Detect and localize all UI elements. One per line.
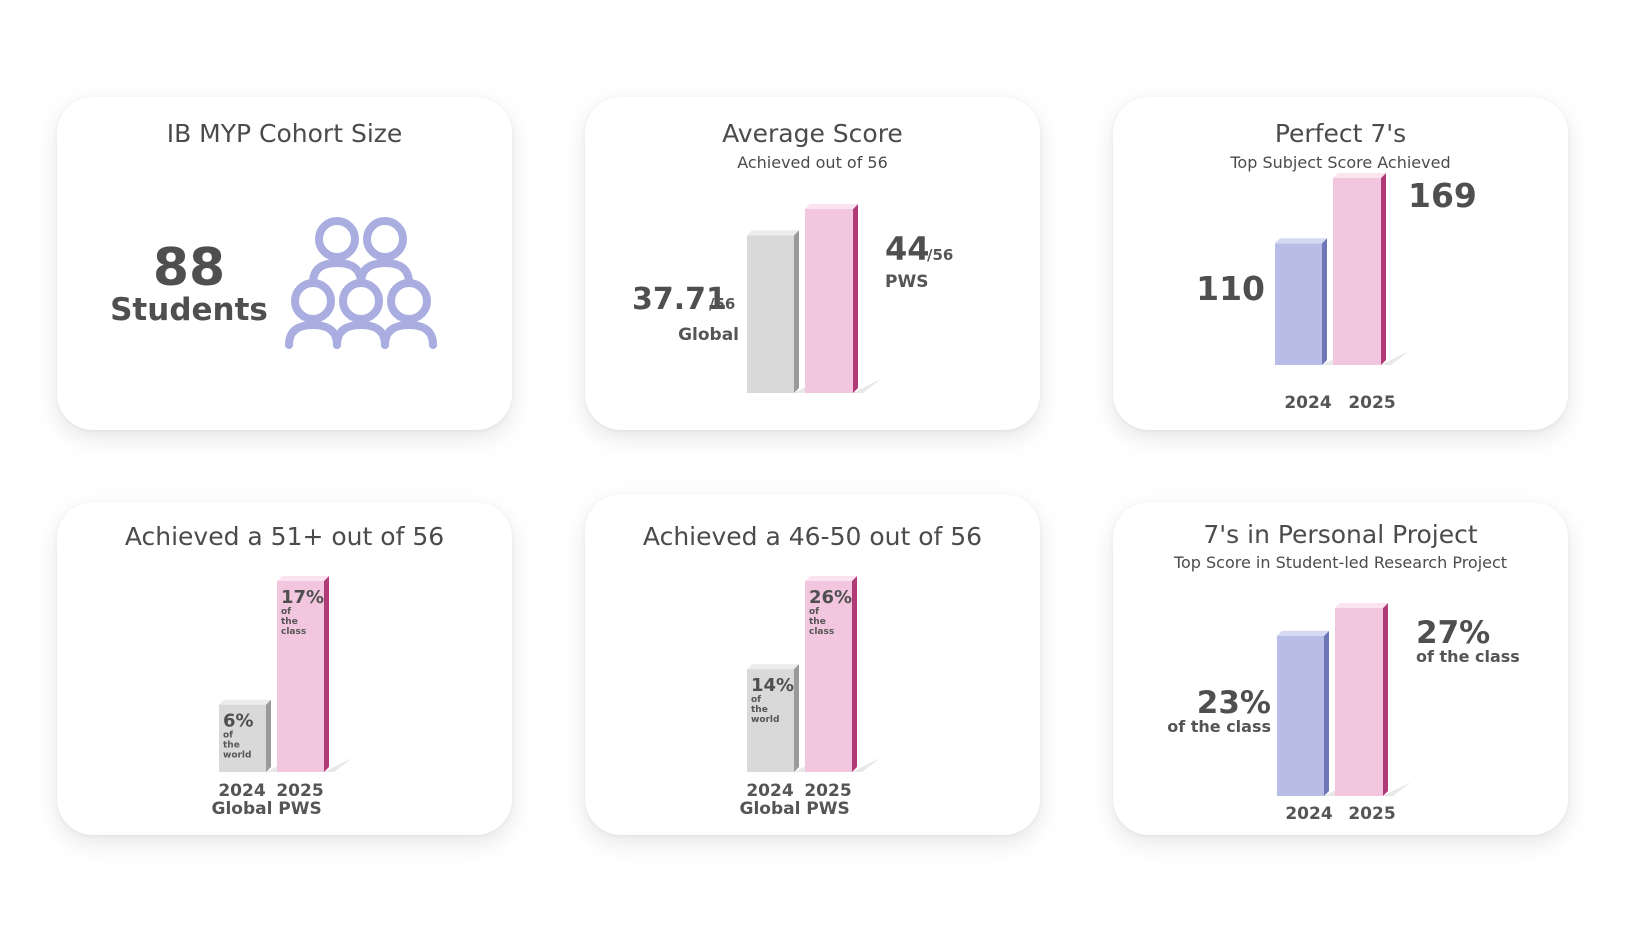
bar-value-2024: 14% [751,675,794,696]
bar-sublabel-2024: of [751,695,761,705]
achieved-51-chart: 6%oftheworld2024Global17%oftheclass2025P… [212,576,352,819]
bar-value-2025: 17% [281,587,324,608]
card-subtitle: Top Subject Score Achieved [1230,153,1451,172]
card-personal-project: 7's in Personal Project Top Score in Stu… [1113,502,1568,835]
category-label-2024: Global [212,799,273,819]
dot-icon [356,270,366,280]
card-title: Perfect 7's [1274,119,1407,148]
bar-2025 [1333,173,1409,365]
person-icon [357,217,413,287]
category-year-2025: 2025 [276,781,323,801]
card-title: Achieved a 46-50 out of 56 [642,522,983,551]
card-achieved-51-plus: Achieved a 51+ out of 56 6% of the world 202… [57,502,512,835]
category-label-2024: Global [740,799,801,819]
bar-2025 [277,576,352,772]
bar-sublabel-2024: the [751,705,768,715]
personal-project-chart: 23% of the class 27% of the class 2024 2… [1167,603,1520,824]
bar-global [747,230,822,393]
bar-sublabel-2025: class [281,627,306,637]
bar-value-2024: 6% [223,711,254,732]
category-year-2025: 2025 [804,781,851,801]
card-subtitle: Achieved out of 56 [737,153,888,172]
bar-caption-2025: of the class [1416,647,1520,666]
bar-sublabel-2025: the [809,617,826,627]
bar-caption-2024: of the class [1167,717,1271,736]
cohort-unit: Students [110,292,268,328]
category-label-2025: PWS [278,799,321,819]
cohort-value: 88 [153,238,225,298]
bar-2025 [805,576,880,772]
bar-suffix-global: /56 [709,295,735,313]
category-year-2024: 2024 [746,781,793,801]
card-title: Achieved a 51+ out of 56 [124,522,445,551]
category-label-2025: 2025 [1348,804,1395,824]
bar-sublabel-2025: class [809,627,834,637]
bar-sublabel-2025: of [809,607,819,617]
achieved-46-50-chart: 14%oftheworld2024Global26%oftheclass2025… [740,576,880,819]
bar-2024 [747,664,822,772]
bar-pws [805,204,881,393]
card-subtitle: Top Score in Student-led Research Projec… [1173,553,1508,572]
bar-sublabel-2025: of [281,607,291,617]
bar-sublabel-2024: the [223,741,240,751]
category-label-2024: 2024 [1285,804,1332,824]
bar-value-2025: 26% [809,587,852,608]
bar-value-pws: 44 [885,230,930,268]
category-label-2025: 2025 [1348,393,1395,413]
person-icon [285,279,341,349]
category-label-2024: 2024 [1284,393,1331,413]
bar-value-global: 37.71 [632,282,727,317]
bar-2024 [1275,238,1350,365]
category-year-2024: 2024 [218,781,265,801]
card-title: IB MYP Cohort Size [166,119,403,148]
bar-label-global: Global [678,325,739,345]
card-cohort-size: IB MYP Cohort Size 88 Students [57,97,512,430]
bar-value-2025: 169 [1408,176,1477,215]
bar-label-pws: PWS [885,272,928,292]
person-icon [309,217,365,287]
person-icon [381,279,437,349]
bar-2025 [1335,603,1411,796]
bar-sublabel-2024: world [223,751,251,761]
category-label-2025: PWS [806,799,849,819]
card-title: 7's in Personal Project [1203,520,1478,549]
bar-suffix-pws: /56 [927,246,953,264]
bar-sublabel-2024: of [223,731,233,741]
bar-sublabel-2025: the [281,617,298,627]
bar-2024 [219,699,294,772]
card-average-score: Average Score Achieved out of 56 37.71 /… [585,97,1040,430]
card-title: Average Score [722,119,903,148]
person-icon [333,279,389,349]
bar-value-2025: 27% [1416,615,1490,651]
card-perfect-sevens: Perfect 7's Top Subject Score Achieved 1… [1113,97,1568,430]
bar-value-2024: 23% [1197,685,1271,721]
people-group-icon [285,217,437,349]
bar-sublabel-2024: world [751,715,779,725]
bar-value-2024: 110 [1196,269,1265,308]
average-score-chart: 37.71 /56 Global 44 /56 PWS [632,204,953,393]
perfect-sevens-chart: 110 169 2024 2025 [1196,173,1477,413]
card-achieved-46-50: Achieved a 46-50 out of 56 14% of the world… [585,494,1040,835]
cohort-svg: 88 Students [110,217,437,349]
